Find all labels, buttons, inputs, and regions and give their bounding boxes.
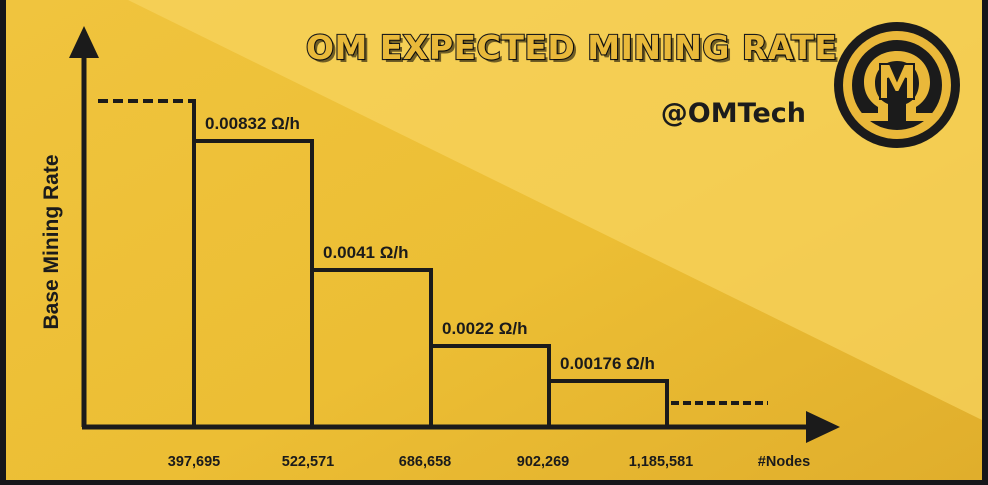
x-tick-label: 1,185,581: [629, 454, 694, 470]
y-axis-label: Base Mining Rate: [40, 154, 63, 329]
om-logo-icon: [834, 22, 960, 148]
chart-tick-labels: 397,695 522,571 686,658 902,269 1,185,581 #No…: [168, 454, 810, 470]
step-value-label: 0.0041 Ω/h: [323, 243, 408, 262]
chart-steps: 0.00832 Ω/h 0.0041 Ω/h 0.0022 Ω/h 0.00176 Ω…: [98, 99, 768, 427]
x-axis-label: #Nodes: [758, 454, 810, 470]
light-diagonal-band: [128, 0, 982, 420]
step-value-label: 0.0022 Ω/h: [442, 319, 527, 338]
step-value-label: 0.00832 Ω/h: [205, 114, 300, 133]
x-tick-label: 686,658: [399, 454, 451, 470]
chart-canvas: 0.00832 Ω/h 0.0041 Ω/h 0.0022 Ω/h 0.00176 Ω…: [6, 0, 982, 480]
chart-title: OM EXPECTED MINING RATE: [305, 27, 838, 68]
step-value-label: 0.00176 Ω/h: [560, 354, 655, 373]
mining-rate-chart: 0.00832 Ω/h 0.0041 Ω/h 0.0022 Ω/h 0.00176 Ω…: [40, 26, 840, 470]
chart-axes: [69, 26, 840, 443]
y-axis-arrow: [69, 26, 99, 58]
x-tick-label: 397,695: [168, 454, 220, 470]
x-tick-label: 522,571: [282, 454, 334, 470]
channel-handle: @OMTech: [660, 98, 806, 129]
x-axis-arrow: [806, 411, 840, 443]
x-tick-label: 902,269: [517, 454, 569, 470]
